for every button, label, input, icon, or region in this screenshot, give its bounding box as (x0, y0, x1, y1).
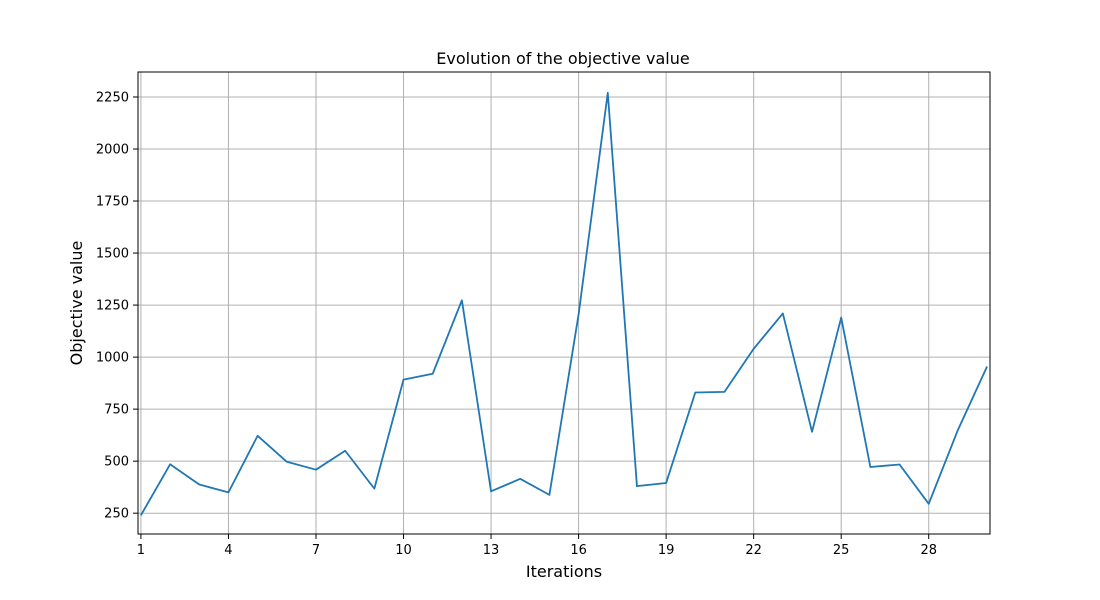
y-tick-label: 250 (104, 507, 129, 522)
y-tick-label: 1500 (96, 247, 129, 262)
y-tick-label: 2000 (96, 143, 129, 158)
plot-area (137, 71, 991, 535)
x-tick-label: 1 (137, 543, 145, 558)
x-tick-label: 28 (920, 543, 937, 558)
x-tick-label: 10 (395, 543, 412, 558)
series-line (140, 91, 988, 516)
x-tick-label: 22 (745, 543, 762, 558)
y-tick-label: 500 (104, 455, 129, 470)
grid (138, 72, 990, 534)
y-tick-label: 1750 (96, 195, 129, 210)
x-tick-label: 19 (658, 543, 675, 558)
y-tick-label: 2250 (96, 90, 129, 105)
x-tick-label: 7 (312, 543, 320, 558)
y-tick-label: 1000 (96, 351, 129, 366)
ticks: 1 4 7 10 13 16 19 22 25 28 250 500 750 1000 1250 1500 17… (96, 90, 937, 558)
x-axis-label: Iterations (526, 562, 602, 581)
x-tick-label: 25 (833, 543, 850, 558)
chart-title: Evolution of the objective value (436, 49, 689, 68)
x-tick-label: 13 (483, 543, 500, 558)
y-tick-label: 750 (104, 403, 129, 418)
y-axis-label: Objective value (67, 241, 86, 366)
x-tick-label: 4 (224, 543, 232, 558)
y-tick-label: 1250 (96, 299, 129, 314)
x-tick-label: 16 (570, 543, 587, 558)
